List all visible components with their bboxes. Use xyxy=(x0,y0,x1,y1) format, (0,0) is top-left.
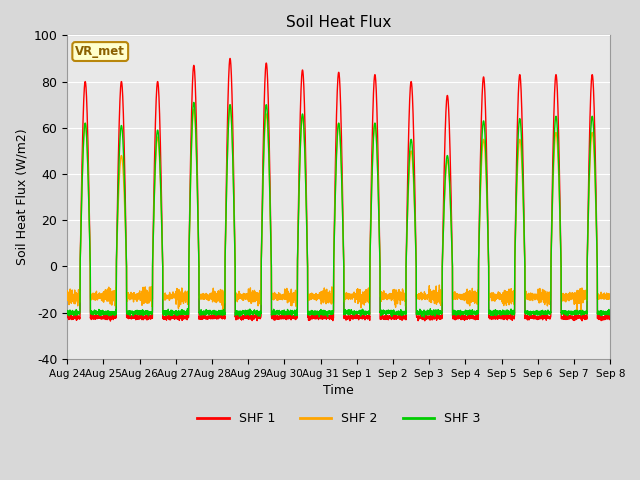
SHF 3 xyxy=(420,314,428,320)
Y-axis label: Soil Heat Flux (W/m2): Soil Heat Flux (W/m2) xyxy=(15,129,28,265)
SHF 1 xyxy=(226,56,234,61)
SHF 2 xyxy=(431,296,438,302)
SHF 1 xyxy=(63,314,71,320)
Line: SHF 1: SHF 1 xyxy=(67,59,611,321)
Legend: SHF 1, SHF 2, SHF 3: SHF 1, SHF 2, SHF 3 xyxy=(192,407,485,430)
SHF 2 xyxy=(606,294,614,300)
SHF 1 xyxy=(161,316,169,322)
SHF 2 xyxy=(161,296,168,302)
SHF 3 xyxy=(319,311,326,317)
SHF 2 xyxy=(461,298,468,303)
SHF 2 xyxy=(226,102,234,108)
SHF 1 xyxy=(431,315,438,321)
Text: VR_met: VR_met xyxy=(76,45,125,58)
Line: SHF 3: SHF 3 xyxy=(67,102,611,317)
Line: SHF 2: SHF 2 xyxy=(67,105,611,311)
SHF 1 xyxy=(492,313,499,319)
SHF 2 xyxy=(577,308,585,313)
SHF 3 xyxy=(606,309,614,315)
SHF 1 xyxy=(606,314,614,320)
SHF 2 xyxy=(63,292,71,298)
Title: Soil Heat Flux: Soil Heat Flux xyxy=(286,15,392,30)
SHF 1 xyxy=(607,314,614,320)
SHF 2 xyxy=(607,292,614,298)
SHF 3 xyxy=(492,311,499,316)
SHF 3 xyxy=(63,309,71,314)
X-axis label: Time: Time xyxy=(323,384,354,397)
SHF 3 xyxy=(607,310,614,316)
SHF 3 xyxy=(461,310,468,315)
SHF 3 xyxy=(431,308,438,314)
SHF 1 xyxy=(319,314,326,320)
SHF 1 xyxy=(107,318,115,324)
SHF 3 xyxy=(161,309,168,314)
SHF 2 xyxy=(492,293,499,299)
SHF 1 xyxy=(461,317,468,323)
SHF 2 xyxy=(319,297,326,302)
SHF 3 xyxy=(190,99,198,105)
